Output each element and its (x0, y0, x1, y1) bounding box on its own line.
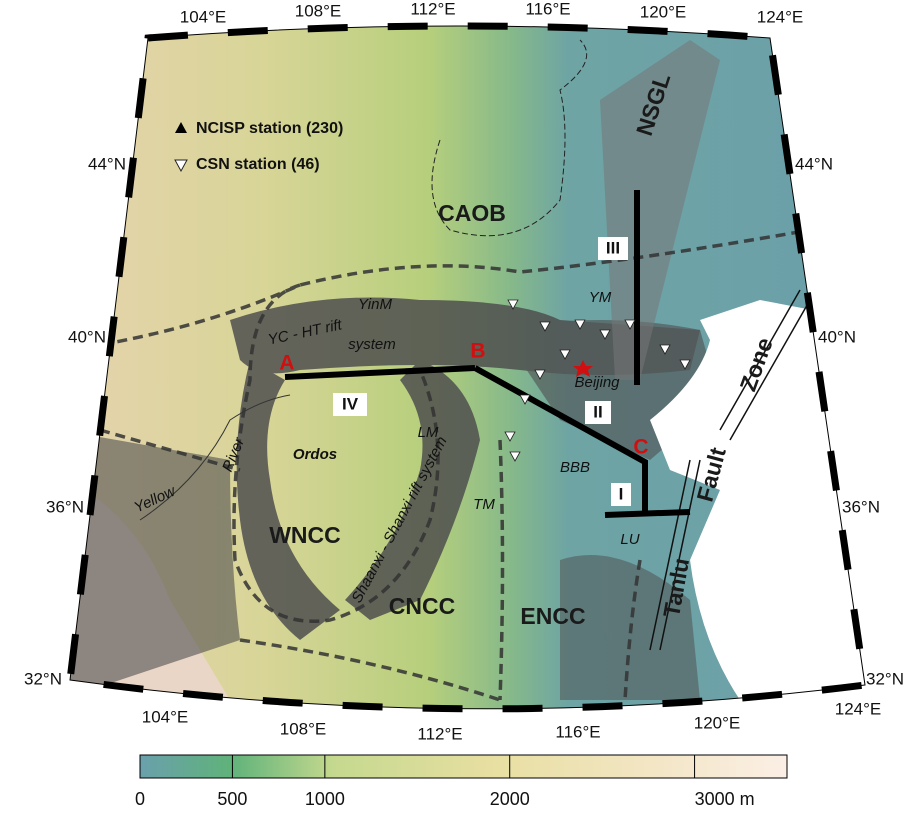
profile-point: A (279, 352, 294, 375)
colorbar-tick-label: 2000 (490, 789, 530, 809)
lat-label: 32°N (866, 669, 904, 688)
region-label: BBB (560, 459, 590, 476)
lat-label: 36°N (842, 497, 880, 516)
region-label: Ordos (293, 446, 337, 463)
lon-label: 120°E (640, 2, 687, 21)
region-label: LU (620, 531, 639, 548)
colorbar-tick-label: 3000 m (695, 789, 755, 809)
lon-label: 124°E (835, 699, 882, 718)
lon-labels-top: 104°E 108°E 112°E 116°E 120°E 124°E (180, 0, 804, 26)
region-label: TM (473, 496, 495, 513)
colorbar-tick-label: 500 (217, 789, 247, 809)
lon-label: 116°E (555, 722, 600, 741)
lon-label: 108°E (295, 1, 342, 20)
colorbar-tick-label: 1000 (305, 789, 345, 809)
region-label: CAOB (438, 200, 506, 226)
lat-label: 32°N (24, 669, 62, 688)
map-figure: 104°E 108°E 112°E 116°E 120°E 124°E 104°… (0, 0, 919, 816)
legend-label: NCISP station (230) (196, 120, 343, 137)
region-label: CNCC (389, 593, 455, 619)
region-label: YM (589, 289, 612, 306)
colorbar: 0 500 1000 2000 3000 m (135, 755, 787, 809)
profile-label: II (593, 402, 602, 421)
lon-label: 112°E (410, 0, 455, 18)
region-label: system (348, 336, 396, 353)
region-label: ENCC (520, 603, 585, 629)
lon-label: 120°E (694, 713, 741, 732)
lat-label: 36°N (46, 497, 84, 516)
lon-label: 116°E (525, 0, 570, 18)
region-label: WNCC (269, 522, 341, 548)
profile-point: B (470, 340, 485, 363)
colorbar-tick-label: 0 (135, 789, 145, 809)
lon-label: 124°E (757, 7, 804, 26)
lat-label: 44°N (795, 154, 833, 173)
profile-point: C (633, 436, 648, 459)
profile-label: IV (342, 394, 359, 413)
lat-label: 40°N (68, 327, 106, 346)
profile-label: I (619, 484, 624, 503)
lat-label: 44°N (88, 154, 126, 173)
profile-label: III (606, 238, 620, 257)
lon-label: 112°E (417, 724, 462, 743)
region-label: YinM (358, 296, 392, 313)
legend-label: CSN station (46) (196, 156, 320, 173)
lon-label: 104°E (142, 707, 189, 726)
lon-label: 108°E (280, 719, 327, 738)
lon-label: 104°E (180, 7, 227, 26)
region-label: Beijing (574, 374, 620, 391)
colorbar-scale (140, 755, 787, 778)
lat-label: 40°N (818, 327, 856, 346)
